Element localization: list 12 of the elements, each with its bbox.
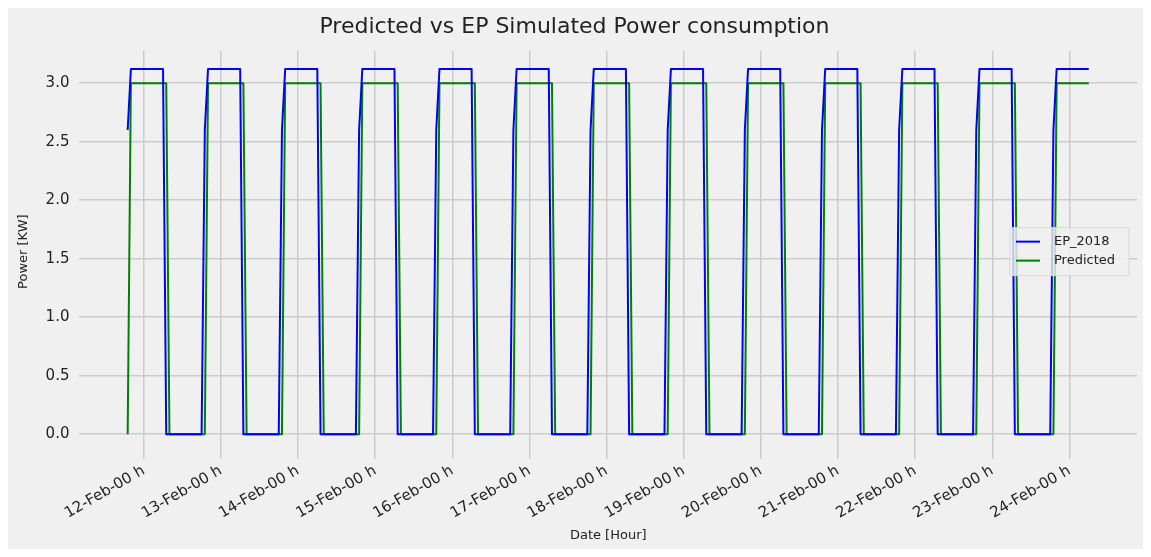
y-axis-title: Power [KW]	[15, 214, 31, 289]
y-tick-label: 1.0	[45, 307, 70, 326]
y-tick-label: 0.5	[45, 365, 70, 384]
x-axis-title: Date [Hour]	[569, 526, 647, 542]
y-tick-label: 3.0	[45, 73, 70, 92]
legend-label: Predicted	[1053, 252, 1115, 268]
legend-label: EP_2018	[1053, 233, 1110, 249]
y-tick-label: 0.0	[45, 424, 70, 443]
y-tick-label: 2.5	[45, 131, 70, 150]
chart-title: Predicted vs EP Simulated Power consumption	[319, 12, 830, 38]
y-tick-label: 1.5	[45, 248, 70, 267]
y-tick-label: 2.0	[45, 190, 70, 209]
